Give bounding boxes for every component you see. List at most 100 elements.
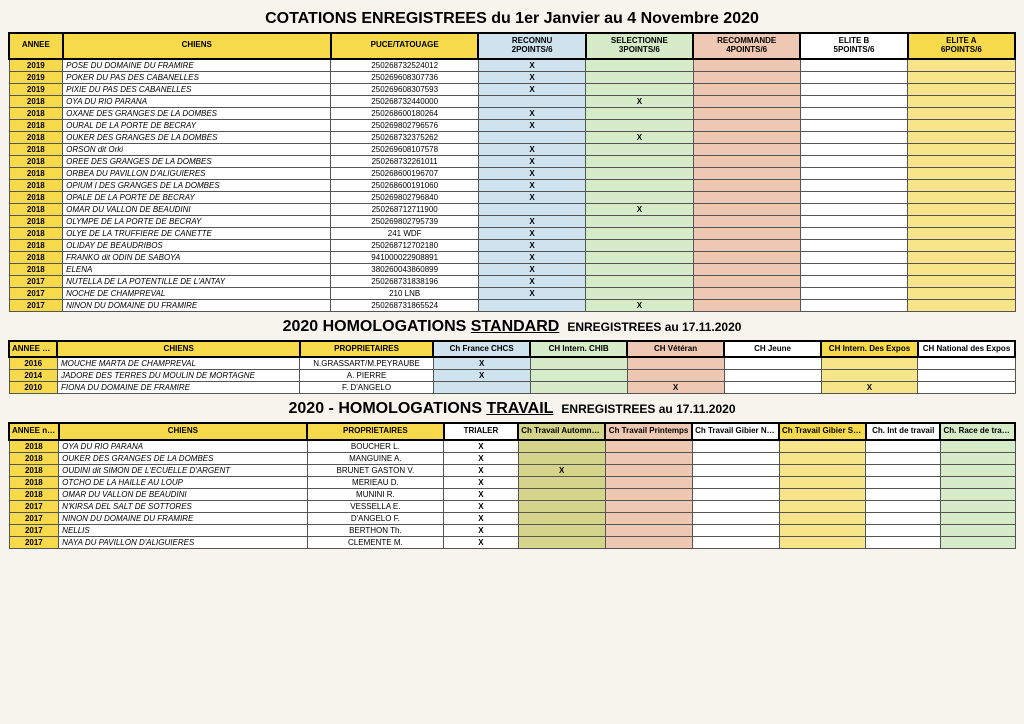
col-header: CHIENS [57, 341, 299, 358]
cell: OUKER DES GRANGES DE LA DOMBES [59, 453, 307, 465]
cell [918, 370, 1015, 382]
cell: 2019 [9, 83, 63, 95]
cell [478, 131, 585, 143]
cell [908, 251, 1015, 263]
cell [693, 143, 800, 155]
col-header: ANNEE naissance [9, 423, 59, 440]
cell [866, 513, 941, 525]
table-row: 2018OPIUM I DES GRANGES DE LA DOMBES2502… [9, 179, 1015, 191]
standard-table: ANNEE naissanceCHIENSPROPRIETAIRESCh Fra… [8, 340, 1016, 395]
cell: X [444, 477, 519, 489]
cell: 250269608307593 [331, 83, 479, 95]
cell [627, 357, 724, 370]
cell [692, 513, 779, 525]
col-header: CH National des Expos [918, 341, 1015, 358]
cell: 2018 [9, 167, 63, 179]
cell: X [478, 155, 585, 167]
col-header: PUCE/TATOUAGE [331, 33, 479, 59]
cell [692, 477, 779, 489]
cell: X [478, 71, 585, 83]
cell [800, 107, 907, 119]
cell [724, 357, 821, 370]
cell: NELLIS [59, 525, 307, 537]
cell: 2018 [9, 215, 63, 227]
cell [908, 59, 1015, 72]
cell [693, 119, 800, 131]
cell: JADORE DES TERRES DU MOULIN DE MORTAGNE [57, 370, 299, 382]
table-row: 2017NAYA DU PAVILLON D'ALIGUIERESCLEMENT… [9, 537, 1015, 549]
cell: X [478, 275, 585, 287]
cell [800, 119, 907, 131]
cell [693, 167, 800, 179]
cell [605, 465, 692, 477]
cell [800, 191, 907, 203]
cell: 2017 [9, 299, 63, 311]
cell: 250268731838196 [331, 275, 479, 287]
cell: OPALE DE LA PORTE DE BECRAY [63, 191, 331, 203]
cell [478, 203, 585, 215]
col-header: PROPRIETAIRES [307, 423, 444, 440]
cell: 2016 [9, 357, 57, 370]
cell [693, 215, 800, 227]
cell: 2018 [9, 119, 63, 131]
cell: X [478, 263, 585, 275]
cell: ELENA [63, 263, 331, 275]
cell [821, 357, 918, 370]
cell [586, 239, 693, 251]
cell [800, 83, 907, 95]
cell [908, 155, 1015, 167]
cell: BOUCHER L. [307, 440, 444, 453]
cell: BERTHON Th. [307, 525, 444, 537]
cell: X [478, 287, 585, 299]
cell [940, 453, 1015, 465]
cell [692, 489, 779, 501]
cell [779, 477, 866, 489]
cell [800, 71, 907, 83]
cell: OLYMPE DE LA PORTE DE BECRAY [63, 215, 331, 227]
table-row: 2014JADORE DES TERRES DU MOULIN DE MORTA… [9, 370, 1015, 382]
cell: ORSON dit Orki [63, 143, 331, 155]
cell: 250268600196707 [331, 167, 479, 179]
cell [918, 357, 1015, 370]
table-row: 2018OMAR DU VALLON DE BEAUDINIMUNINI R.X [9, 489, 1015, 501]
cell [800, 287, 907, 299]
cotation-table: ANNEECHIENSPUCE/TATOUAGERECONNU 2POINTS/… [8, 32, 1016, 312]
cell [433, 382, 530, 394]
cell: 250268731865524 [331, 299, 479, 311]
table-row: 2017NINON DU DOMAINE DU FRAMIRE250268731… [9, 299, 1015, 311]
cell: OMAR DU VALLON DE BEAUDINI [63, 203, 331, 215]
cell: D'ANGELO F. [307, 513, 444, 525]
col-header: RECONNU 2POINTS/6 [478, 33, 585, 59]
cell: A. PIERRE [300, 370, 433, 382]
table-row: 2019POKER DU PAS DES CABANELLES250269608… [9, 71, 1015, 83]
cell [530, 357, 627, 370]
table-row: 2019POSE DU DOMAINE DU FRAMIRE2502687325… [9, 59, 1015, 72]
cell [908, 95, 1015, 107]
cell: X [444, 453, 519, 465]
cell: 2017 [9, 287, 63, 299]
cell: 2018 [9, 179, 63, 191]
cell [586, 215, 693, 227]
cell: MUNINI R. [307, 489, 444, 501]
cell [586, 143, 693, 155]
cell [908, 239, 1015, 251]
cell: FIONA DU DOMAINE DE FRAMIRE [57, 382, 299, 394]
cell: OPIUM I DES GRANGES DE LA DOMBES [63, 179, 331, 191]
col-header: ANNEE naissance [9, 341, 57, 358]
cell: 2018 [9, 131, 63, 143]
cell [692, 501, 779, 513]
cell [693, 179, 800, 191]
cell [800, 59, 907, 72]
cell: OXANE DES GRANGES DE LA DOMBES [63, 107, 331, 119]
cell [908, 275, 1015, 287]
col-header: CH Intern. Des Expos [821, 341, 918, 358]
col-header: Ch Travail Automne/GT [518, 423, 605, 440]
cell: X [478, 143, 585, 155]
cell [724, 370, 821, 382]
cell [779, 501, 866, 513]
cell [478, 95, 585, 107]
cell: X [518, 465, 605, 477]
cell [866, 525, 941, 537]
cell [693, 59, 800, 72]
cell: X [586, 131, 693, 143]
